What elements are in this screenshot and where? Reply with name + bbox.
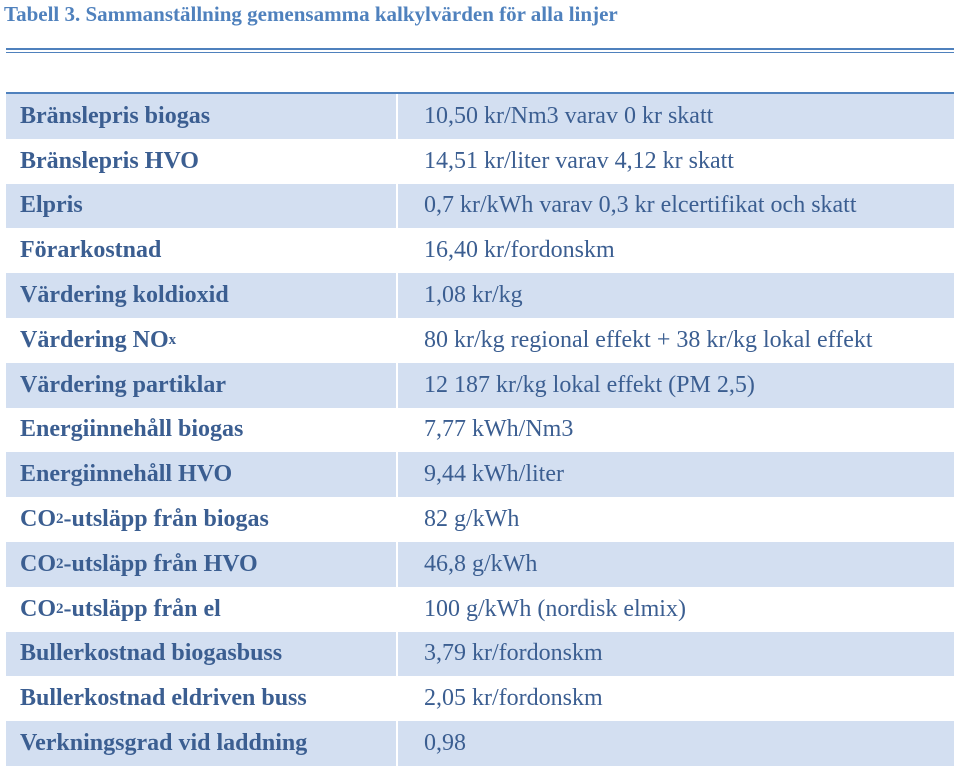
row-label-post: -utsläpp från HVO <box>63 550 258 577</box>
row-label: Värdering NO x <box>6 317 398 363</box>
row-label: Bränslepris HVO <box>6 138 398 184</box>
table-row: Energiinnehåll biogas 7,77 kWh/Nm3 <box>6 407 954 453</box>
table-row: CO 2 -utsläpp från el 100 g/kWh (nordisk e… <box>6 586 954 632</box>
row-value: 3,79 kr/fordonskm <box>424 640 603 667</box>
row-label-pre: CO <box>20 506 56 533</box>
table-row: Bullerkostnad eldriven buss 2,05 kr/ford… <box>6 676 954 722</box>
row-value: 1,08 kr/kg <box>424 282 523 309</box>
table-row: Bränslepris HVO 14,51 kr/liter varav 4,1… <box>6 138 954 184</box>
row-value: 10,50 kr/Nm3 varav 0 kr skatt <box>424 102 714 129</box>
row-label-subscript: 2 <box>56 511 64 528</box>
caption-rule <box>6 48 954 50</box>
row-label-main: Värdering NO <box>20 326 169 353</box>
table-row: Bullerkostnad biogasbuss 3,79 kr/fordons… <box>6 631 954 677</box>
row-label-post: -utsläpp från el <box>63 595 221 622</box>
row-label: Verkningsgrad vid laddning <box>6 721 398 766</box>
row-value: 80 kr/kg regional effekt + 38 kr/kg loka… <box>424 326 873 353</box>
table-caption: Tabell 3. Sammanställning gemensamma kal… <box>4 2 618 26</box>
row-value: 7,77 kWh/Nm3 <box>424 416 574 443</box>
values-table: Bränslepris biogas 10,50 kr/Nm3 varav 0 … <box>6 92 954 766</box>
table-row: Bränslepris biogas 10,50 kr/Nm3 varav 0 … <box>6 92 954 139</box>
row-value: 2,05 kr/fordonskm <box>424 685 603 712</box>
row-label: Bränslepris biogas <box>6 94 398 139</box>
row-label: Förarkostnad <box>6 228 398 274</box>
row-label-pre: CO <box>20 550 56 577</box>
row-label: CO 2 -utsläpp från el <box>6 586 398 632</box>
row-value: 46,8 g/kWh <box>424 550 538 577</box>
table-row: Energiinnehåll HVO 9,44 kWh/liter <box>6 452 954 498</box>
row-label-post: -utsläpp från biogas <box>63 506 269 533</box>
row-label: Bullerkostnad eldriven buss <box>6 676 398 722</box>
table-row: CO 2 -utsläpp från HVO 46,8 g/kWh <box>6 541 954 587</box>
table-row: Förarkostnad 16,40 kr/fordonskm <box>6 228 954 274</box>
row-label: Värdering koldioxid <box>6 273 398 318</box>
row-label-subscript: 2 <box>56 600 64 617</box>
caption-rule-thin <box>6 52 954 53</box>
row-label: Värdering partiklar <box>6 362 398 408</box>
table-row: Värdering NO x 80 kr/kg regional effekt +… <box>6 317 954 363</box>
row-value: 0,7 kr/kWh varav 0,3 kr elcertifikat och… <box>424 192 857 219</box>
row-value: 16,40 kr/fordonskm <box>424 237 615 264</box>
table-row: Värdering partiklar 12 187 kr/kg lokal e… <box>6 362 954 408</box>
row-label: CO 2 -utsläpp från biogas <box>6 497 398 542</box>
row-label-pre: CO <box>20 595 56 622</box>
row-label-subscript: 2 <box>56 555 64 572</box>
table-row: CO 2 -utsläpp från biogas 82 g/kWh <box>6 497 954 542</box>
row-value: 9,44 kWh/liter <box>424 461 564 488</box>
table-row: Elpris 0,7 kr/kWh varav 0,3 kr elcertifi… <box>6 183 954 229</box>
table-row: Värdering koldioxid 1,08 kr/kg <box>6 273 954 318</box>
row-value: 14,51 kr/liter varav 4,12 kr skatt <box>424 147 734 174</box>
row-value: 12 187 kr/kg lokal effekt (PM 2,5) <box>424 371 755 398</box>
row-value: 100 g/kWh (nordisk elmix) <box>424 595 686 622</box>
row-value: 82 g/kWh <box>424 506 520 533</box>
row-label: Energiinnehåll HVO <box>6 452 398 498</box>
row-label: CO 2 -utsläpp från HVO <box>6 541 398 587</box>
row-label-subscript: x <box>168 331 177 348</box>
row-label: Bullerkostnad biogasbuss <box>6 631 398 677</box>
row-value: 0,98 <box>424 730 466 757</box>
table-row: Verkningsgrad vid laddning 0,98 <box>6 721 954 766</box>
row-label: Energiinnehåll biogas <box>6 407 398 453</box>
row-label: Elpris <box>6 183 398 229</box>
